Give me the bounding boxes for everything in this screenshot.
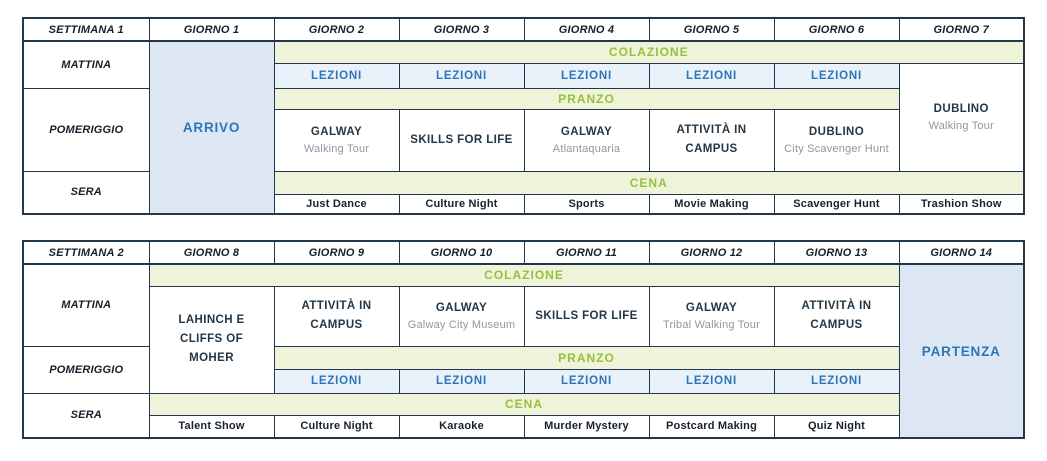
week1-day2-evening: Just Dance [273,193,400,215]
week2-dinner-band: CENA [148,392,900,416]
activity-subtitle: Galway City Museum [407,319,516,332]
week1-day2-lessons: LEZIONI [273,62,400,89]
week2-day8-excursion-cell: LAHINCH E CLIFFS OF MOHER [148,285,275,394]
week1-day6-header: GIORNO 6 [773,17,900,42]
week1-day1-header: GIORNO 1 [148,17,275,42]
week1-title: SETTIMANA 1 [22,17,150,42]
week1-day3-evening: Culture Night [398,193,525,215]
week1-schedule-table: SETTIMANA 1 GIORNO 1 GIORNO 2 GIORNO 3 G… [22,17,1025,215]
week1-day7-excursion-cell: DUBLINO Walking Tour [898,62,1025,172]
week2-day11-lessons: LEZIONI [523,368,650,394]
week1-day5-lessons: LEZIONI [648,62,775,89]
week1-header-row: SETTIMANA 1 GIORNO 1 GIORNO 2 GIORNO 3 G… [22,17,1025,42]
week2-day13-header: GIORNO 13 [773,240,900,265]
week2-day12-lessons: LEZIONI [648,368,775,394]
activity-subtitle: Tribal Walking Tour [663,319,760,332]
week2-day12-activity: GALWAY Tribal Walking Tour [648,285,775,347]
week2-day8-evening: Talent Show [148,414,275,439]
week1-day5-activity: ATTIVITÀ IN CAMPUS [648,108,775,172]
week2-day11-header: GIORNO 11 [523,240,650,265]
week1-day6-lessons: LEZIONI [773,62,900,89]
activity-title: GALWAY [435,302,488,315]
week2-day9-header: GIORNO 9 [273,240,400,265]
week1-day3-lessons: LEZIONI [398,62,525,89]
week2-afternoon-label: POMERIGGIO [22,345,150,394]
week1-day4-evening: Sports [523,193,650,215]
week1-day3-activity: SKILLS FOR LIFE [398,108,525,172]
week1-evening-label: SERA [22,170,150,215]
week2-day13-evening: Quiz Night [773,414,900,439]
week2-day10-activity: GALWAY Galway City Museum [398,285,525,347]
activity-title: ATTIVITÀ IN CAMPUS [801,300,872,331]
week1-day4-activity: GALWAY Atlantaquaria [523,108,650,172]
week2-departure-cell: PARTENZA [898,263,1025,439]
week1-arrival-cell: ARRIVO [148,40,275,215]
week2-schedule-table: SETTIMANA 2 GIORNO 8 GIORNO 9 GIORNO 10 … [22,240,1025,439]
activity-title: ATTIVITÀ IN CAMPUS [301,300,372,331]
week1-day5-evening: Movie Making [648,193,775,215]
activity-subtitle: Walking Tour [303,143,370,156]
week1-lunch-band: PRANZO [273,87,900,110]
week2-lunch-band: PRANZO [273,345,900,370]
week2-title: SETTIMANA 2 [22,240,150,265]
week1-breakfast-band: COLAZIONE [273,40,1025,64]
activity-title: DUBLINO [933,103,989,116]
week2-day10-header: GIORNO 10 [398,240,525,265]
week1-day7-header: GIORNO 7 [898,17,1025,42]
week1-day6-evening: Scavenger Hunt [773,193,900,215]
week2-day10-lessons: LEZIONI [398,368,525,394]
activity-subtitle: Atlantaquaria [552,143,621,156]
activity-title: GALWAY [685,302,738,315]
week2-evening-label: SERA [22,392,150,439]
activity-title: ATTIVITÀ IN CAMPUS [676,124,747,155]
week2-day12-header: GIORNO 12 [648,240,775,265]
week2-day9-lessons: LEZIONI [273,368,400,394]
week2-day10-evening: Karaoke [398,414,525,439]
week1-dinner-band: CENA [273,170,1025,195]
activity-title: SKILLS FOR LIFE [535,309,638,322]
week1-afternoon-label: POMERIGGIO [22,87,150,172]
week1-day6-activity: DUBLINO City Scavenger Hunt [773,108,900,172]
activity-title: SKILLS FOR LIFE [410,133,513,146]
week2-header-row: SETTIMANA 2 GIORNO 8 GIORNO 9 GIORNO 10 … [22,240,1025,265]
week2-day13-activity: ATTIVITÀ IN CAMPUS [773,285,900,347]
activity-title: LAHINCH E CLIFFS OF MOHER [178,314,245,364]
week2-day9-evening: Culture Night [273,414,400,439]
week2-day11-evening: Murder Mystery [523,414,650,439]
week2-day13-lessons: LEZIONI [773,368,900,394]
week1-day2-header: GIORNO 2 [273,17,400,42]
activity-title: DUBLINO [808,126,865,139]
week1-day7-evening: Trashion Show [898,193,1025,215]
week1-morning-label: MATTINA [22,40,150,89]
week1-day3-header: GIORNO 3 [398,17,525,42]
week1-day4-header: GIORNO 4 [523,17,650,42]
week2-day8-header: GIORNO 8 [148,240,275,265]
week2-breakfast-band: COLAZIONE [148,263,900,287]
week1-day4-lessons: LEZIONI [523,62,650,89]
week2-morning-label: MATTINA [22,263,150,347]
week2-day12-evening: Postcard Making [648,414,775,439]
week2-day14-header: GIORNO 14 [898,240,1025,265]
activity-title: GALWAY [560,126,613,139]
week2-day9-activity: ATTIVITÀ IN CAMPUS [273,285,400,347]
activity-subtitle: City Scavenger Hunt [784,143,889,156]
week1-day5-header: GIORNO 5 [648,17,775,42]
week2-day11-activity: SKILLS FOR LIFE [523,285,650,347]
activity-title: GALWAY [310,126,363,139]
activity-subtitle: Walking Tour [928,120,994,133]
week1-day2-activity: GALWAY Walking Tour [273,108,400,172]
